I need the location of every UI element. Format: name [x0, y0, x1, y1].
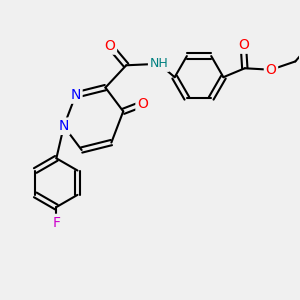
Text: N: N: [70, 88, 81, 102]
Text: O: O: [266, 63, 276, 77]
Text: NH: NH: [149, 57, 168, 70]
Text: O: O: [238, 38, 249, 52]
Text: N: N: [58, 119, 69, 133]
Text: F: F: [52, 215, 60, 230]
Text: O: O: [137, 97, 148, 111]
Text: O: O: [104, 39, 115, 53]
